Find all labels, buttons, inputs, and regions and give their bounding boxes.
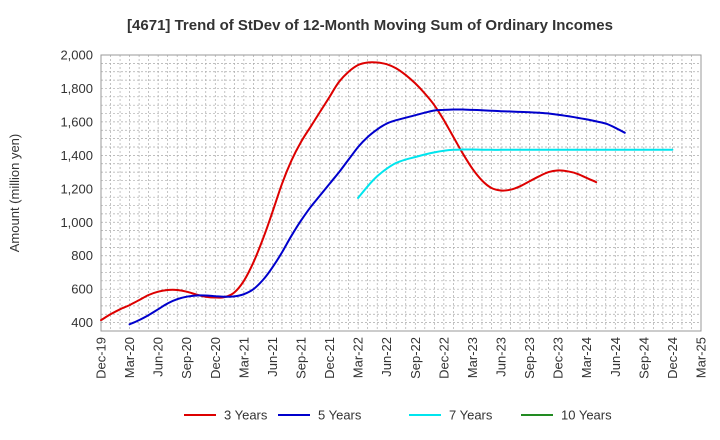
x-tick-label: Jun-22	[379, 337, 394, 377]
x-tick-label: Sep-24	[636, 337, 651, 379]
x-tick-label: Dec-24	[665, 337, 680, 379]
x-tick-label: Sep-23	[522, 337, 537, 379]
y-axis-ticks: 400 600 800 1,000 1,200 1,400 1,600 1,800 2,000	[60, 48, 93, 331]
series-line-3-years	[100, 61, 598, 322]
x-tick-label: Dec-20	[208, 337, 223, 379]
series-line-7-years	[357, 148, 674, 199]
x-tick-label: Dec-19	[94, 337, 109, 379]
x-tick-label: Jun-21	[265, 337, 280, 377]
y-tick-label: 1,600	[60, 114, 93, 129]
plot-frame	[100, 54, 702, 332]
y-tick-label: 1,800	[60, 81, 93, 96]
x-tick-label: Sep-21	[294, 337, 309, 379]
y-tick-label: 800	[71, 248, 93, 263]
series-lines	[100, 61, 674, 326]
y-tick-label: 1,400	[60, 148, 93, 163]
x-tick-label: Mar-23	[465, 337, 480, 378]
y-tick-label: 1,000	[60, 215, 93, 230]
y-tick-label: 2,000	[60, 48, 93, 63]
legend: 3 Years 5 Years 7 Years 10 Years	[184, 408, 612, 423]
x-axis-ticks: Dec-19 Mar-20 Jun-20 Sep-20 Dec-20 Mar-21 Jun-…	[94, 337, 709, 379]
x-tick-label: Jun-20	[151, 337, 166, 377]
x-tick-label: Dec-23	[551, 337, 566, 379]
legend-label-5-years: 5 Years	[318, 408, 362, 423]
legend-label-10-years: 10 Years	[561, 408, 612, 423]
legend-label-7-years: 7 Years	[449, 408, 493, 423]
x-tick-label: Jun-24	[608, 337, 623, 377]
series-line-5-years	[128, 108, 626, 326]
x-tick-label: Sep-20	[179, 337, 194, 379]
y-tick-label: 400	[71, 315, 93, 330]
legend-label-3-years: 3 Years	[224, 408, 268, 423]
x-tick-label: Sep-22	[408, 337, 423, 379]
x-tick-label: Jun-23	[494, 337, 509, 377]
y-axis-label: Amount (million yen)	[7, 134, 22, 253]
x-tick-label: Mar-20	[122, 337, 137, 378]
grid	[101, 55, 701, 332]
chart-title: [4671] Trend of StDev of 12-Month Moving…	[127, 17, 613, 34]
x-tick-label: Mar-24	[579, 337, 594, 378]
y-tick-label: 1,200	[60, 181, 93, 196]
x-tick-label: Mar-22	[351, 337, 366, 378]
x-tick-label: Mar-21	[236, 337, 251, 378]
x-tick-label: Mar-25	[694, 337, 709, 378]
x-tick-label: Dec-22	[436, 337, 451, 379]
y-tick-label: 600	[71, 282, 93, 297]
x-tick-label: Dec-21	[322, 337, 337, 379]
